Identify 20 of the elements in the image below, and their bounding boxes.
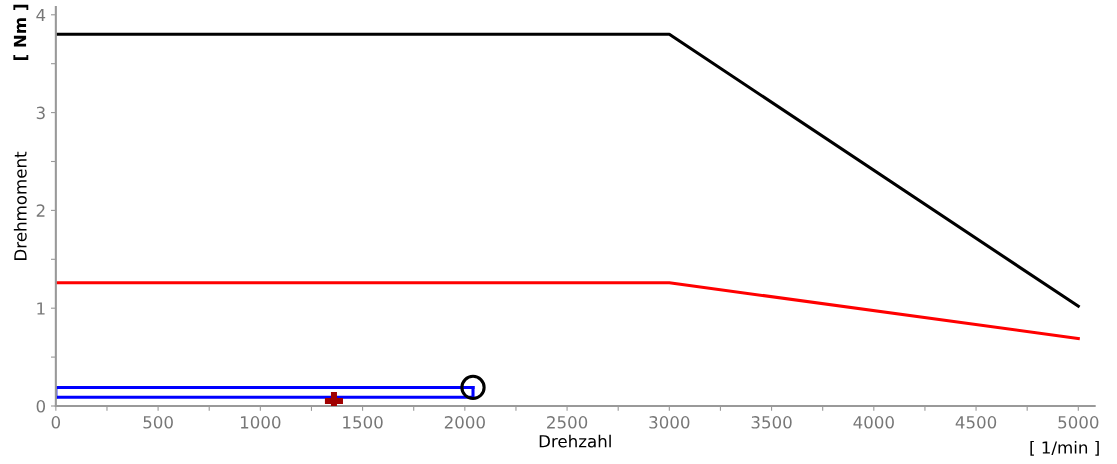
x-tick-label: 0 (51, 416, 61, 429)
x-tick-label: 2500 (547, 416, 588, 429)
x-tick-label: 5000 (1058, 416, 1099, 429)
y-axis-title: Drehmoment (13, 151, 27, 260)
x-tick-label: 1500 (343, 416, 383, 429)
x-tick-label: 3500 (751, 416, 792, 429)
x-tick-label: 4500 (955, 416, 997, 429)
text: [ Nm ] (13, 4, 29, 61)
y-tick-label: 0 (36, 399, 46, 413)
x-tick-label: 500 (143, 416, 173, 429)
x-tick-label: 2000 (444, 416, 485, 429)
x-tick-label: 1000 (240, 416, 281, 429)
x-tick-label: 4000 (853, 416, 894, 429)
y-tick-label: 3 (36, 106, 45, 120)
y-tick-label: 4 (36, 8, 46, 22)
x-tick-label: 3000 (649, 416, 690, 429)
text: [ 1/min ] (1030, 440, 1099, 456)
x-axis-title: Drehzahl (539, 434, 611, 448)
y-tick-label: 2 (36, 204, 45, 217)
y-tick-label: 1 (37, 302, 45, 315)
